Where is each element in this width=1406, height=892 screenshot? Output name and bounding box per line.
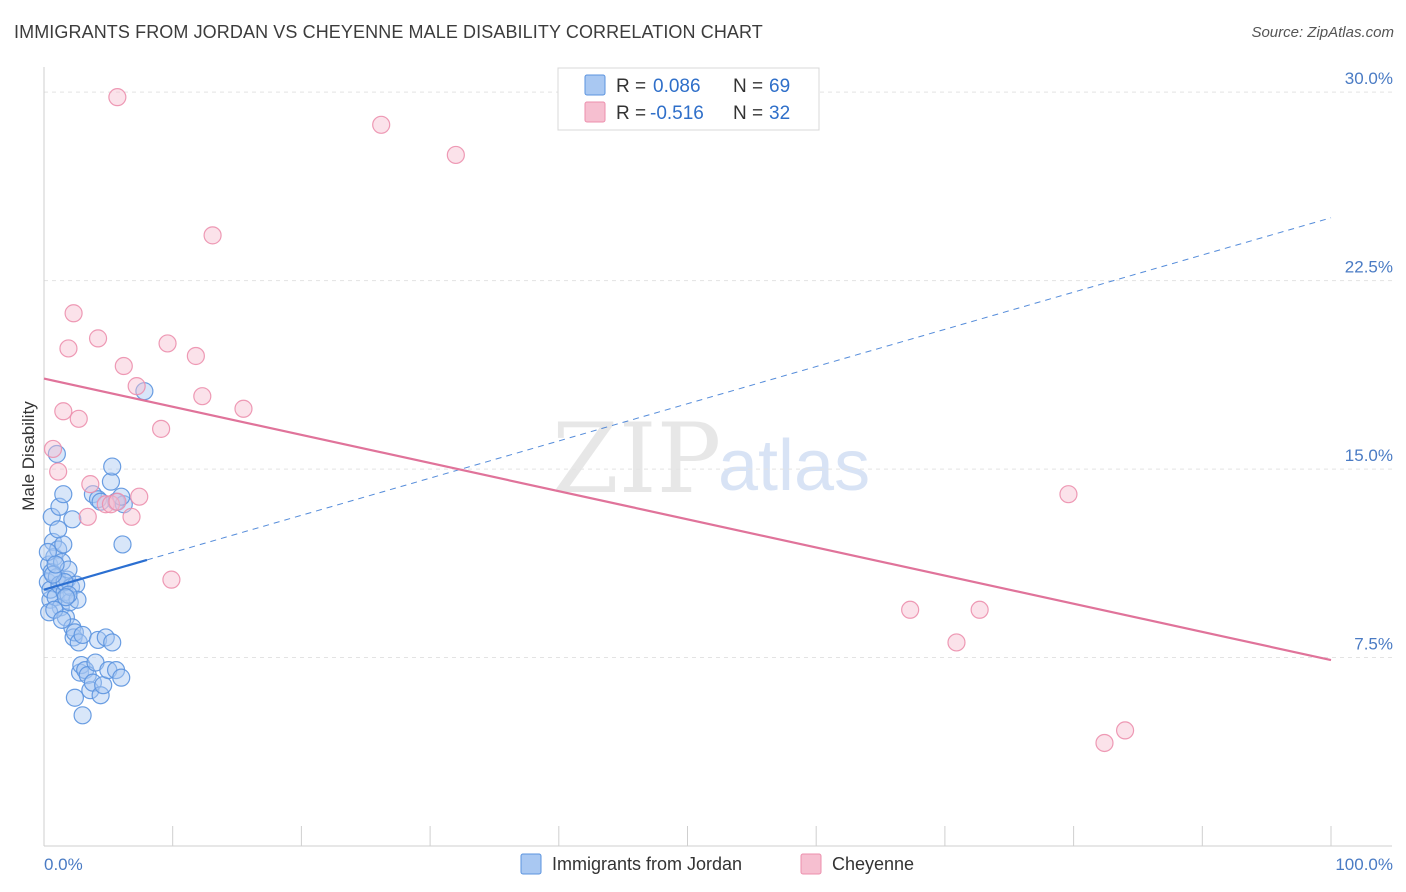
axes: [43, 67, 1392, 847]
cheyenne-point-30: [1115, 721, 1135, 740]
jordan-point-66: [46, 555, 65, 574]
jordan-point-13: [54, 535, 73, 554]
jordan-trend-solid: [43, 558, 148, 591]
cheyenne-point-22: [130, 487, 149, 506]
series-jordan-points: [38, 382, 154, 725]
cheyenne-point-18: [81, 475, 100, 494]
jordan-point-23: [67, 575, 86, 594]
x-tick-labels: 0.0% 100.0%: [44, 855, 1393, 874]
source-credit: Source: ZipAtlas.com: [1251, 24, 1394, 41]
legend-swatch-cheyenne: [584, 101, 606, 123]
cheyenne-point-9: [114, 356, 133, 376]
x-tick-label-1: 100.0%: [1335, 855, 1393, 874]
watermark-zip-text: ZIP: [552, 403, 721, 515]
y-tick-label-2: 22.5%: [1345, 258, 1393, 277]
jordan-point-47: [63, 510, 82, 529]
cheyenne-point-31: [1095, 733, 1114, 753]
jordan-point-61: [49, 520, 68, 539]
jordan-point-56: [113, 535, 132, 554]
bottom-legend-swatch-jordan: [520, 853, 542, 875]
y-tick-labels: 7.5% 15.0% 22.5% 30.0%: [1345, 69, 1393, 653]
legend-swatch-jordan: [584, 74, 606, 96]
cheyenne-point-17: [49, 462, 68, 481]
cheyenne-point-5: [88, 329, 108, 348]
cheyenne-point-15: [152, 419, 171, 438]
jordan-point-53: [103, 457, 122, 476]
cheyenne-point-14: [69, 409, 88, 428]
cheyenne-point-24: [122, 507, 141, 526]
jordan-point-42: [65, 688, 84, 707]
stats-legend: R = 0.086 N = 69 R = -0.516 N = 32: [557, 67, 820, 131]
legend-r-value-cheyenne: -0.516: [650, 103, 704, 124]
legend-r-value-jordan: 0.086: [653, 76, 701, 97]
cheyenne-point-11: [193, 387, 212, 406]
jordan-point-59: [45, 600, 64, 619]
jordan-point-24: [68, 590, 87, 609]
cheyenne-point-8: [186, 346, 205, 366]
jordan-point-36: [94, 676, 113, 695]
x-tick-marks: [43, 826, 1332, 846]
legend-n-label-jordan: N =: [733, 76, 763, 97]
y-tick-label-3: 30.0%: [1345, 69, 1393, 88]
y-axis-label: Male Disability: [19, 401, 38, 511]
legend-r-label-cheyenne: R =: [616, 103, 646, 124]
x-tick-label-0: 0.0%: [44, 855, 83, 874]
cheyenne-point-12: [234, 399, 253, 418]
cheyenne-point-28: [970, 600, 989, 619]
legend-n-value-jordan: 69: [769, 76, 790, 97]
cheyenne-point-7: [158, 334, 177, 353]
jordan-point-43: [73, 706, 92, 725]
cheyenne-point-3: [203, 226, 222, 245]
cheyenne-point-25: [162, 570, 181, 589]
series-cheyenne-points: [43, 88, 1135, 753]
cheyenne-point-10: [127, 377, 146, 396]
y-tick-label-0: 7.5%: [1354, 635, 1393, 654]
cheyenne-point-23: [78, 507, 97, 526]
watermark: ZIP atlas: [552, 403, 870, 515]
jordan-point-41: [112, 668, 131, 687]
bottom-legend-label-jordan: Immigrants from Jordan: [552, 854, 742, 874]
y-tick-label-1: 15.0%: [1345, 446, 1393, 465]
cheyenne-point-13: [54, 402, 73, 421]
cheyenne-point-0: [108, 88, 127, 107]
cheyenne-trend-line: [43, 377, 1332, 662]
legend-r-label-jordan: R =: [616, 76, 646, 97]
jordan-point-39: [103, 633, 122, 652]
legend-n-value-cheyenne: 32: [769, 103, 790, 124]
bottom-legend-label-cheyenne: Cheyenne: [832, 854, 914, 874]
cheyenne-point-4: [64, 304, 83, 323]
series-legend: Immigrants from Jordan Cheyenne: [520, 853, 914, 875]
jordan-point-68: [56, 588, 75, 607]
jordan-point-51: [101, 472, 121, 491]
watermark-atlas-text: atlas: [718, 426, 870, 506]
cheyenne-point-2: [446, 145, 465, 165]
jordan-trend-dashed: [146, 217, 1332, 561]
cheyenne-point-16: [43, 439, 63, 459]
legend-n-label-cheyenne: N =: [733, 103, 763, 124]
jordan-point-28: [73, 625, 92, 645]
cheyenne-point-27: [901, 600, 920, 619]
jordan-point-65: [52, 610, 72, 629]
cheyenne-point-1: [372, 115, 391, 134]
cheyenne-point-29: [947, 633, 966, 652]
jordan-point-46: [54, 485, 73, 504]
jordan-point-63: [59, 585, 78, 604]
chart-title: IMMIGRANTS FROM JORDAN VS CHEYENNE MALE …: [14, 22, 763, 42]
gridlines: [44, 91, 1392, 659]
cheyenne-point-6: [59, 339, 78, 358]
cheyenne-point-21: [108, 492, 127, 511]
trend-lines: [43, 217, 1332, 662]
bottom-legend-swatch-cheyenne: [800, 853, 822, 875]
cheyenne-point-26: [1059, 485, 1078, 504]
cheyenne-point-19: [96, 495, 115, 514]
